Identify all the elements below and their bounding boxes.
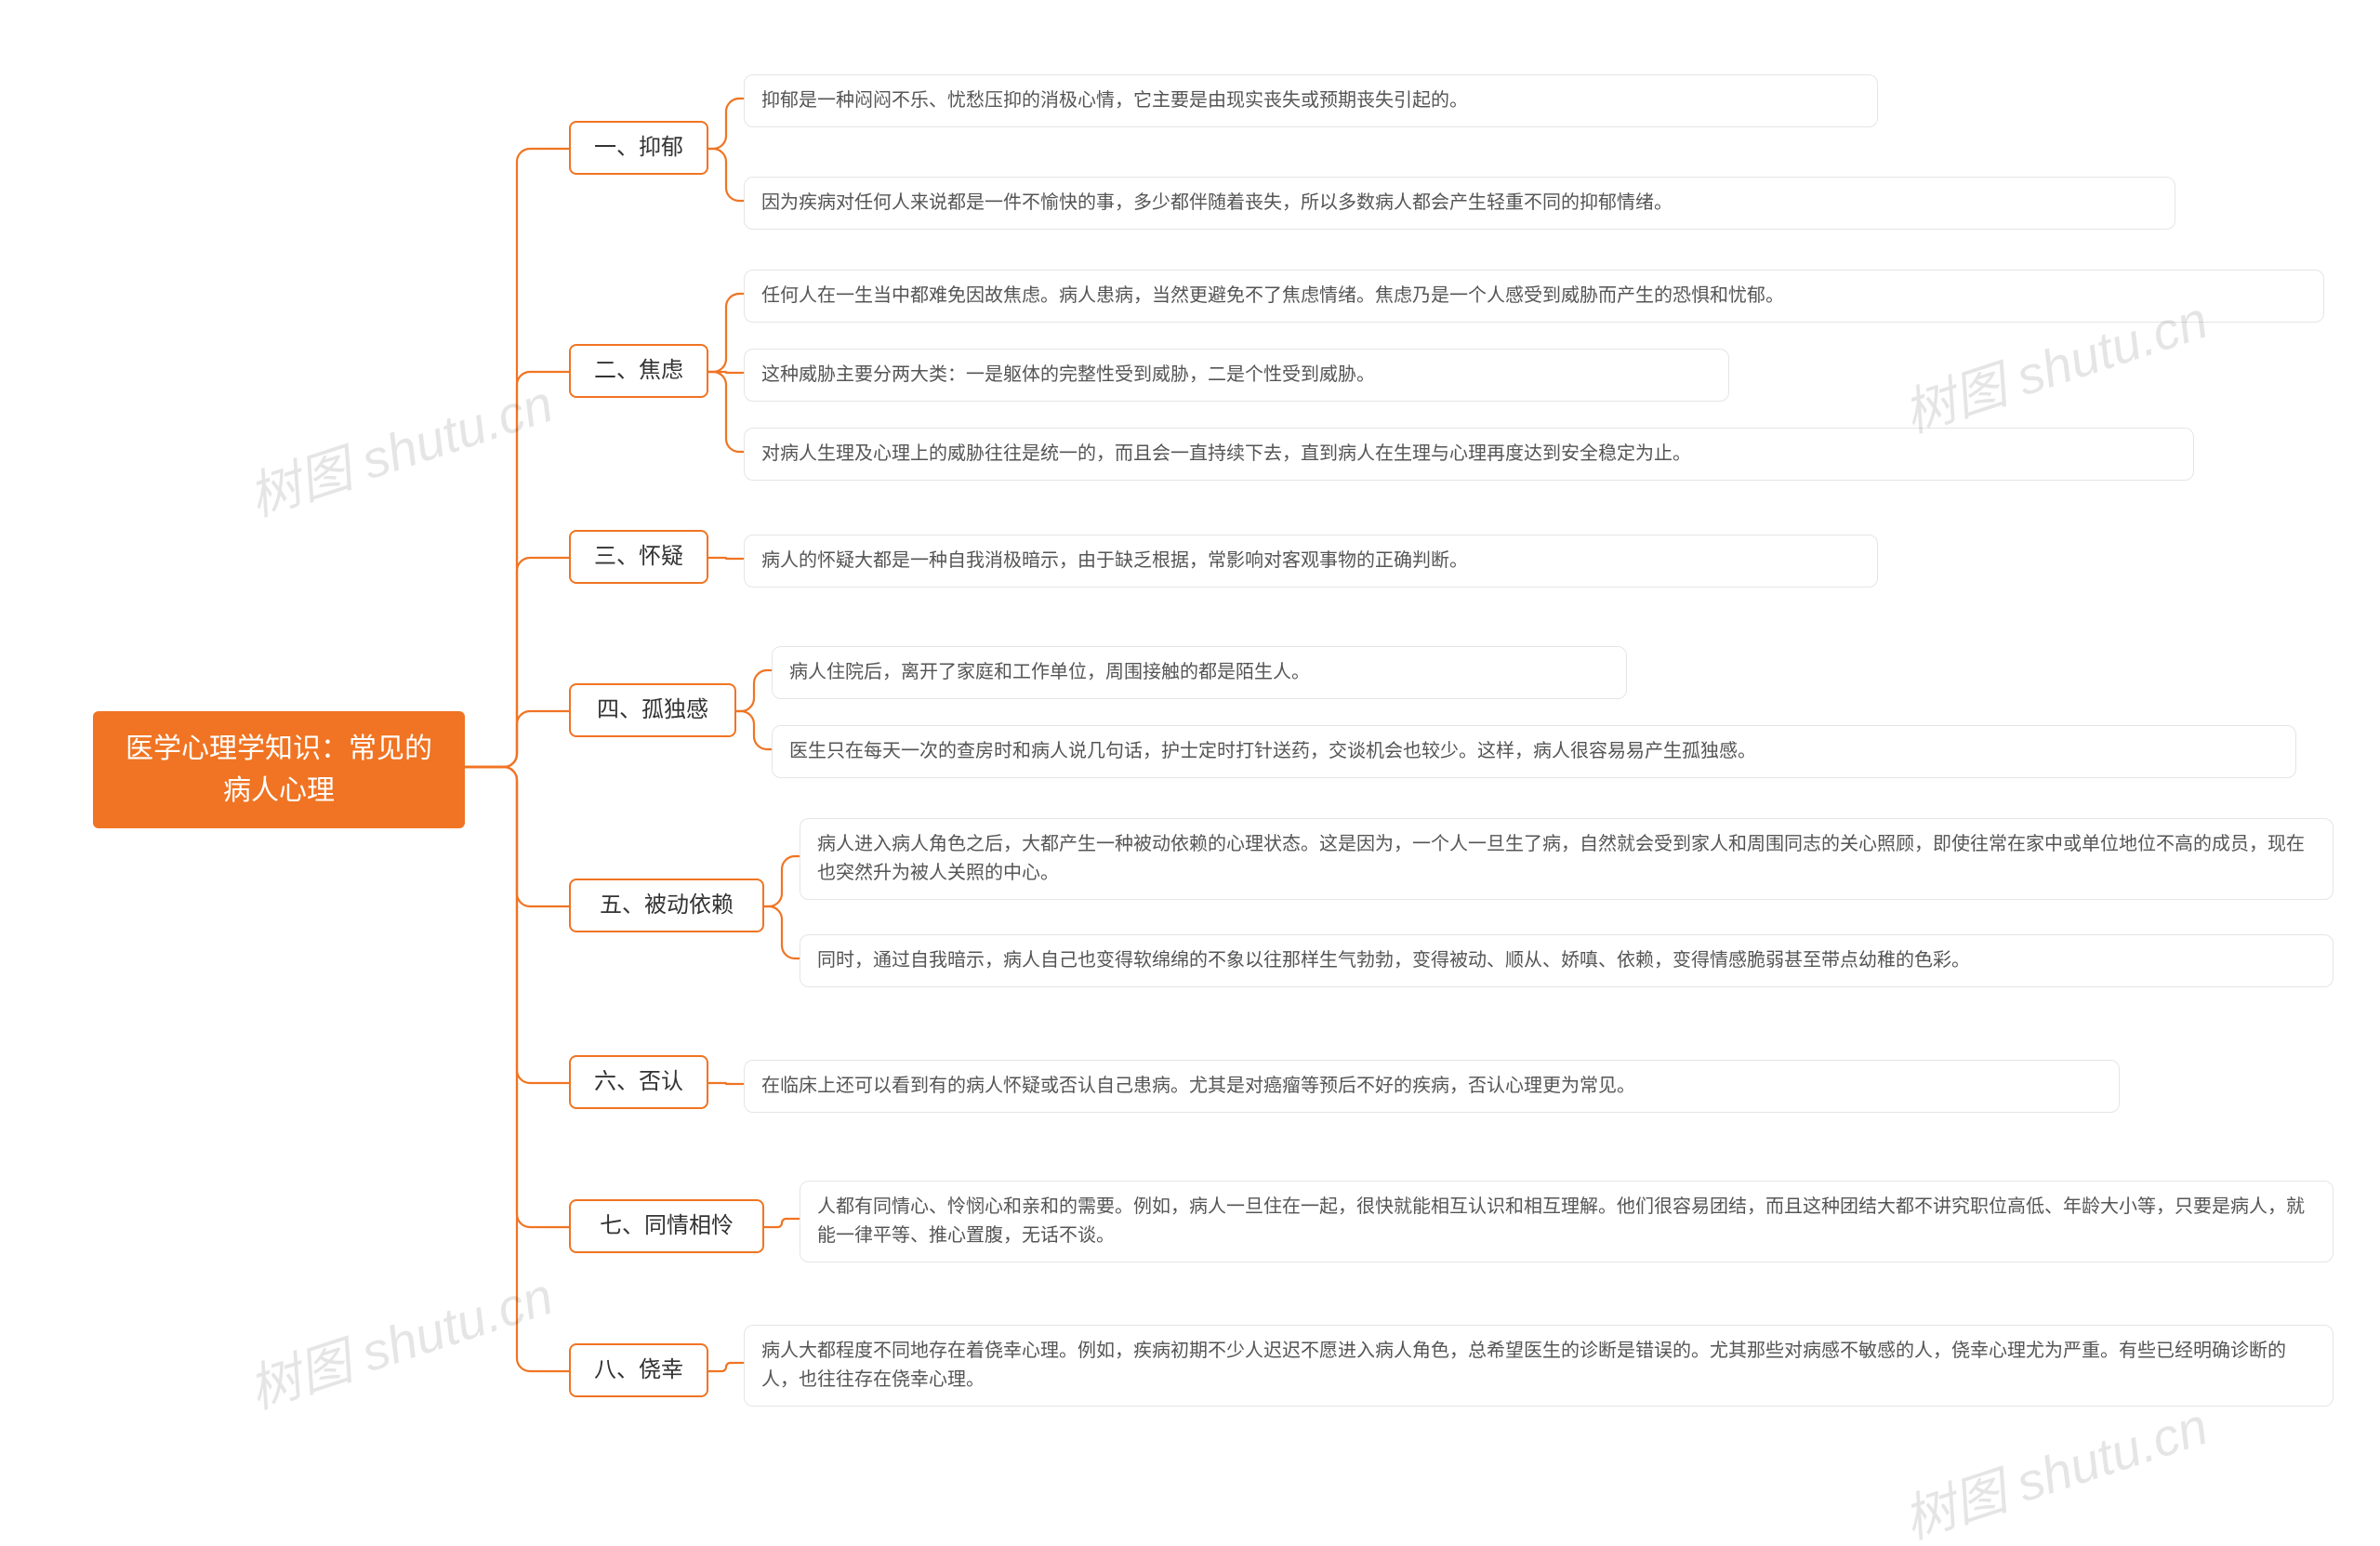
leaf-text: 在临床上还可以看到有的病人怀疑或否认自己患病。尤其是对癌瘤等预后不好的疾病，否认…: [761, 1076, 1635, 1096]
branch-label: 二、焦虑: [594, 358, 683, 383]
branch-passive-dependence: 五、被动依赖: [569, 879, 764, 932]
leaf-text: 病人进入病人角色之后，大都产生一种被动依赖的心理状态。这是因为，一个人一旦生了病…: [817, 834, 2305, 883]
leaf-loneliness-2: 医生只在每天一次的查房时和病人说几句话，护士定时打针送药，交谈机会也较少。这样，…: [772, 725, 2296, 778]
branch-label: 五、被动依赖: [600, 892, 734, 918]
branch-sympathy: 七、同情相怜: [569, 1199, 764, 1253]
watermark: 树图 shutu.cn: [1893, 1385, 2216, 1546]
branch-loneliness: 四、孤独感: [569, 683, 736, 737]
branch-depression: 一、抑郁: [569, 121, 708, 175]
root-title-line2: 病人心理: [223, 775, 335, 806]
leaf-denial-1: 在临床上还可以看到有的病人怀疑或否认自己患病。尤其是对癌瘤等预后不好的疾病，否认…: [744, 1060, 2120, 1113]
leaf-text: 这种威胁主要分两大类：一是躯体的完整性受到威胁，二是个性受到威胁。: [761, 364, 1375, 385]
leaf-text: 抑郁是一种闷闷不乐、忧愁压抑的消极心情，它主要是由现实丧失或预期丧失引起的。: [761, 90, 1468, 111]
leaf-depression-1: 抑郁是一种闷闷不乐、忧愁压抑的消极心情，它主要是由现实丧失或预期丧失引起的。: [744, 74, 1878, 127]
leaf-text: 医生只在每天一次的查房时和病人说几句话，护士定时打针送药，交谈机会也较少。这样，…: [789, 741, 1756, 761]
watermark: 树图 shutu.cn: [238, 363, 562, 532]
leaf-text: 病人的怀疑大都是一种自我消极暗示，由于缺乏根据，常影响对客观事物的正确判断。: [761, 550, 1468, 571]
leaf-text: 因为疾病对任何人来说都是一件不愉快的事，多少都伴随着丧失，所以多数病人都会产生轻…: [761, 192, 1673, 213]
branch-anxiety: 二、焦虑: [569, 344, 708, 398]
root-title-line1: 医学心理学知识：常见的: [126, 733, 432, 764]
leaf-text: 同时，通过自我暗示，病人自己也变得软绵绵的不象以往那样生气勃勃，变得被动、顺从、…: [817, 950, 1970, 971]
leaf-text: 人都有同情心、怜悯心和亲和的需要。例如，病人一旦住在一起，很快就能相互认识和相互…: [817, 1196, 2305, 1246]
leaf-passive-1: 病人进入病人角色之后，大都产生一种被动依赖的心理状态。这是因为，一个人一旦生了病…: [800, 818, 2334, 900]
branch-label: 四、孤独感: [597, 697, 708, 722]
watermark: 树图 shutu.cn: [238, 1255, 562, 1424]
leaf-anxiety-1: 任何人在一生当中都难免因故焦虑。病人患病，当然更避免不了焦虑情绪。焦虑乃是一个人…: [744, 270, 2324, 323]
branch-label: 三、怀疑: [594, 544, 683, 569]
leaf-text: 对病人生理及心理上的威胁往往是统一的，而且会一直持续下去，直到病人在生理与心理再…: [761, 443, 1691, 464]
leaf-fluke-1: 病人大都程度不同地存在着侥幸心理。例如，疾病初期不少人迟迟不愿进入病人角色，总希…: [744, 1325, 2334, 1407]
leaf-text: 病人大都程度不同地存在着侥幸心理。例如，疾病初期不少人迟迟不愿进入病人角色，总希…: [761, 1341, 2286, 1390]
root-node: 医学心理学知识：常见的 病人心理: [93, 711, 465, 828]
leaf-text: 任何人在一生当中都难免因故焦虑。病人患病，当然更避免不了焦虑情绪。焦虑乃是一个人…: [761, 285, 1784, 306]
leaf-loneliness-1: 病人住院后，离开了家庭和工作单位，周围接触的都是陌生人。: [772, 646, 1627, 699]
leaf-text: 病人住院后，离开了家庭和工作单位，周围接触的都是陌生人。: [789, 662, 1310, 682]
leaf-sympathy-1: 人都有同情心、怜悯心和亲和的需要。例如，病人一旦住在一起，很快就能相互认识和相互…: [800, 1181, 2334, 1262]
branch-label: 八、侥幸: [594, 1357, 683, 1382]
leaf-depression-2: 因为疾病对任何人来说都是一件不愉快的事，多少都伴随着丧失，所以多数病人都会产生轻…: [744, 177, 2175, 230]
branch-doubt: 三、怀疑: [569, 530, 708, 584]
leaf-anxiety-3: 对病人生理及心理上的威胁往往是统一的，而且会一直持续下去，直到病人在生理与心理再…: [744, 428, 2194, 481]
branch-label: 六、否认: [594, 1069, 683, 1094]
branch-denial: 六、否认: [569, 1055, 708, 1109]
branch-label: 七、同情相怜: [600, 1213, 734, 1238]
leaf-passive-2: 同时，通过自我暗示，病人自己也变得软绵绵的不象以往那样生气勃勃，变得被动、顺从、…: [800, 934, 2334, 987]
mindmap-canvas: { "colors": { "accent": "#f07423", "leaf…: [0, 0, 2380, 1546]
branch-label: 一、抑郁: [594, 135, 683, 160]
branch-fluke: 八、侥幸: [569, 1343, 708, 1397]
leaf-doubt-1: 病人的怀疑大都是一种自我消极暗示，由于缺乏根据，常影响对客观事物的正确判断。: [744, 535, 1878, 588]
leaf-anxiety-2: 这种威胁主要分两大类：一是躯体的完整性受到威胁，二是个性受到威胁。: [744, 349, 1729, 402]
